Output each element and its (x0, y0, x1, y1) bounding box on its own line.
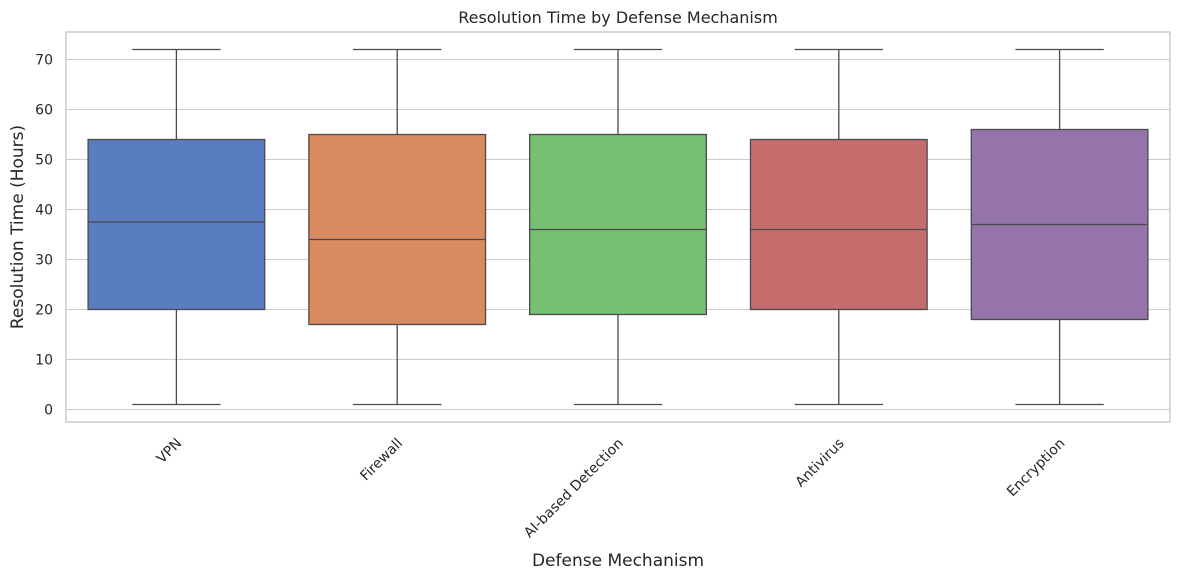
box-group (308, 48, 487, 406)
y-tick-label: 70 (35, 53, 53, 69)
y-tick-label: 60 (35, 103, 53, 119)
y-tick-label: 10 (35, 353, 53, 369)
y-tick-label: 50 (35, 153, 53, 169)
y-tick-label: 0 (44, 403, 53, 419)
y-axis-label: Resolution Time (Hours) (8, 125, 28, 329)
boxes-layer (87, 48, 1149, 406)
box-group (87, 48, 266, 406)
x-axis-label: Defense Mechanism (532, 551, 704, 571)
iqr-box (308, 133, 487, 326)
y-tick-label: 40 (35, 203, 53, 219)
box-group (749, 48, 928, 406)
x-tick-label: VPN (154, 436, 185, 467)
x-tick-label: Antivirus (793, 436, 848, 491)
box-group (970, 48, 1149, 406)
y-tick-label: 20 (35, 303, 53, 319)
x-tick-label: AI-based Detection (521, 436, 627, 542)
iqr-box (87, 138, 266, 311)
y-tick-labels: 0 10 20 30 40 50 60 70 (35, 53, 53, 419)
chart-title: Resolution Time by Defense Mechanism (458, 8, 778, 27)
iqr-box (749, 138, 928, 311)
y-tick-label: 30 (35, 253, 53, 269)
box-group (529, 48, 707, 406)
plot-frame (65, 31, 1171, 423)
iqr-box (529, 133, 707, 316)
x-tick-labels: VPN Firewall AI-based Detection Antivirus En… (154, 436, 1069, 542)
x-tick-label: Firewall (357, 436, 406, 485)
x-tick-label: Encryption (1004, 436, 1068, 500)
